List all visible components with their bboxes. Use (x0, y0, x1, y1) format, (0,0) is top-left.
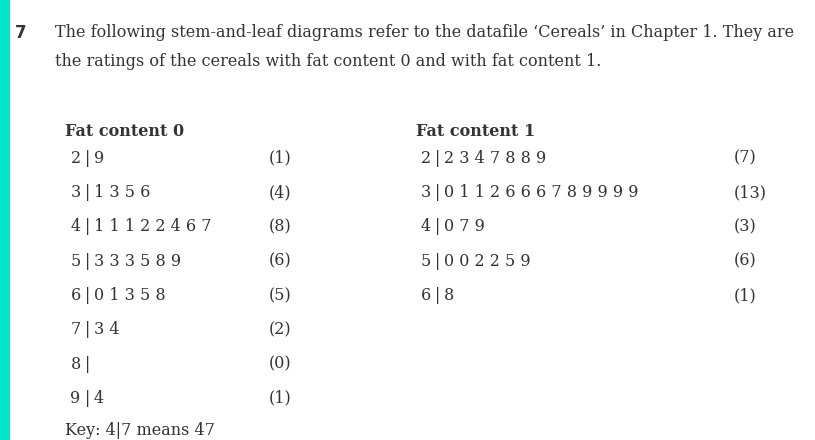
Text: |: | (85, 287, 90, 304)
Text: 0 7 9: 0 7 9 (444, 218, 485, 235)
Text: (8): (8) (269, 218, 292, 235)
Text: 8: 8 (444, 287, 455, 304)
Text: 4: 4 (94, 390, 104, 407)
Text: |: | (85, 184, 90, 201)
Text: 8: 8 (70, 356, 81, 373)
Text: (1): (1) (269, 390, 292, 407)
Text: (4): (4) (269, 184, 292, 201)
Text: 6: 6 (70, 287, 81, 304)
Text: (13): (13) (734, 184, 766, 201)
Text: 3 4: 3 4 (94, 321, 119, 338)
Text: |: | (435, 287, 441, 304)
Text: 7: 7 (70, 321, 81, 338)
Text: the ratings of the cereals with fat content 0 and with fat content 1.: the ratings of the cereals with fat cont… (55, 53, 601, 70)
Text: 6: 6 (421, 287, 431, 304)
Text: (6): (6) (269, 253, 292, 270)
Text: 9: 9 (94, 150, 104, 167)
Text: |: | (85, 390, 90, 407)
Text: (1): (1) (734, 287, 756, 304)
Text: |: | (435, 253, 441, 270)
Text: |: | (85, 253, 90, 270)
Text: (7): (7) (734, 150, 756, 167)
Text: (5): (5) (269, 287, 292, 304)
Text: The following stem-and-leaf diagrams refer to the datafile ‘Cereals’ in Chapter : The following stem-and-leaf diagrams ref… (55, 24, 795, 41)
Text: 1 1 1 2 2 4 6 7: 1 1 1 2 2 4 6 7 (94, 218, 211, 235)
Text: 2: 2 (71, 150, 81, 167)
Text: 1 3 5 6: 1 3 5 6 (94, 184, 150, 201)
Text: Key: 4|7 means 47: Key: 4|7 means 47 (65, 422, 215, 439)
Text: |: | (85, 356, 90, 373)
Text: 4: 4 (71, 218, 81, 235)
Text: 0 1 3 5 8: 0 1 3 5 8 (94, 287, 165, 304)
Text: 5: 5 (70, 253, 81, 270)
Text: |: | (85, 150, 90, 167)
Text: (0): (0) (269, 356, 292, 373)
Text: (2): (2) (269, 321, 292, 338)
Text: 3 3 3 5 8 9: 3 3 3 5 8 9 (94, 253, 181, 270)
Text: 3: 3 (70, 184, 81, 201)
Text: 9: 9 (70, 390, 81, 407)
Text: 2: 2 (421, 150, 431, 167)
Text: 4: 4 (421, 218, 431, 235)
Text: 0 1 1 2 6 6 6 7 8 9 9 9 9: 0 1 1 2 6 6 6 7 8 9 9 9 9 (444, 184, 639, 201)
Text: |: | (435, 150, 441, 167)
Text: 3: 3 (421, 184, 431, 201)
Text: |: | (85, 218, 90, 235)
Text: |: | (435, 218, 441, 235)
Text: Fat content 0: Fat content 0 (65, 123, 184, 140)
Text: (6): (6) (734, 253, 756, 270)
Bar (0, 0, 10, 440)
Text: Fat content 1: Fat content 1 (416, 123, 535, 140)
Text: 5: 5 (421, 253, 431, 270)
Text: 7: 7 (15, 24, 26, 42)
Text: |: | (435, 184, 441, 201)
Text: 0 0 2 2 5 9: 0 0 2 2 5 9 (444, 253, 531, 270)
Text: 2 3 4 7 8 8 9: 2 3 4 7 8 8 9 (444, 150, 546, 167)
Text: |: | (85, 321, 90, 338)
Text: (1): (1) (269, 150, 292, 167)
Text: (3): (3) (734, 218, 756, 235)
